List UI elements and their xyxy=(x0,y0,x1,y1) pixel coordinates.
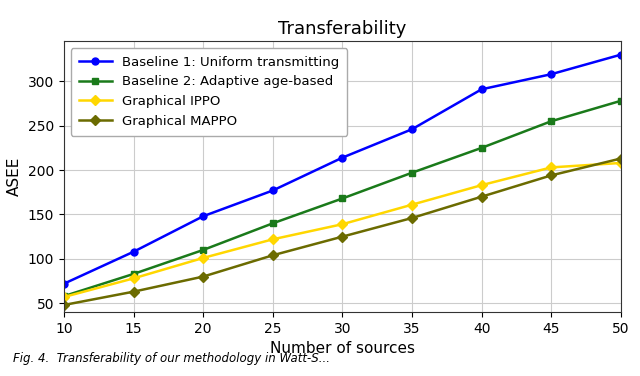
Graphical IPPO xyxy=(547,165,555,170)
Baseline 1: Uniform transmitting: (35, 246): Uniform transmitting: (35, 246) xyxy=(408,127,416,132)
Baseline 1: Uniform transmitting: (50, 330): Uniform transmitting: (50, 330) xyxy=(617,52,625,57)
Graphical MAPPO xyxy=(339,234,346,239)
Graphical MAPPO xyxy=(130,290,138,294)
Baseline 1: Uniform transmitting: (15, 108): Uniform transmitting: (15, 108) xyxy=(130,249,138,254)
Graphical MAPPO xyxy=(617,156,625,161)
Baseline 1: Uniform transmitting: (45, 308): Uniform transmitting: (45, 308) xyxy=(547,72,555,76)
Graphical IPPO xyxy=(408,202,416,207)
Legend: Baseline 1: Uniform transmitting, Baseline 2: Adaptive age-based, Graphical IPPO: Baseline 1: Uniform transmitting, Baseli… xyxy=(70,48,348,136)
Graphical MAPPO xyxy=(547,173,555,177)
Baseline 2: Adaptive age-based: (50, 278): Adaptive age-based: (50, 278) xyxy=(617,99,625,103)
Line: Graphical IPPO: Graphical IPPO xyxy=(61,159,624,300)
Graphical IPPO xyxy=(477,183,485,187)
Y-axis label: ASEE: ASEE xyxy=(7,157,22,196)
Baseline 2: Adaptive age-based: (45, 255): Adaptive age-based: (45, 255) xyxy=(547,119,555,123)
Graphical MAPPO xyxy=(200,274,207,279)
Line: Baseline 1: Uniform transmitting: Baseline 1: Uniform transmitting xyxy=(61,51,624,287)
Baseline 2: Adaptive age-based: (25, 140): Adaptive age-based: (25, 140) xyxy=(269,221,276,226)
Baseline 2: Adaptive age-based: (15, 83): Adaptive age-based: (15, 83) xyxy=(130,271,138,276)
Baseline 2: Adaptive age-based: (30, 168): Adaptive age-based: (30, 168) xyxy=(339,196,346,201)
Baseline 2: Adaptive age-based: (40, 225): Adaptive age-based: (40, 225) xyxy=(477,146,485,150)
Graphical MAPPO xyxy=(60,303,68,307)
Baseline 2: Adaptive age-based: (20, 110): Adaptive age-based: (20, 110) xyxy=(200,248,207,252)
Baseline 1: Uniform transmitting: (20, 148): Uniform transmitting: (20, 148) xyxy=(200,214,207,218)
X-axis label: Number of sources: Number of sources xyxy=(270,341,415,356)
Graphical IPPO xyxy=(269,237,276,241)
Baseline 1: Uniform transmitting: (40, 291): Uniform transmitting: (40, 291) xyxy=(477,87,485,91)
Graphical MAPPO xyxy=(408,216,416,220)
Graphical IPPO xyxy=(617,161,625,165)
Title: Transferability: Transferability xyxy=(278,20,406,38)
Graphical IPPO xyxy=(130,276,138,280)
Baseline 1: Uniform transmitting: (30, 214): Uniform transmitting: (30, 214) xyxy=(339,155,346,160)
Line: Baseline 2: Adaptive age-based: Baseline 2: Adaptive age-based xyxy=(61,97,624,300)
Baseline 2: Adaptive age-based: (35, 197): Adaptive age-based: (35, 197) xyxy=(408,170,416,175)
Baseline 1: Uniform transmitting: (10, 72): Uniform transmitting: (10, 72) xyxy=(60,281,68,286)
Graphical IPPO xyxy=(339,222,346,226)
Text: Fig. 4.  Transferability of our methodology in Watt-S...: Fig. 4. Transferability of our methodolo… xyxy=(13,352,330,365)
Line: Graphical MAPPO: Graphical MAPPO xyxy=(61,155,624,308)
Graphical IPPO xyxy=(60,295,68,299)
Graphical MAPPO xyxy=(477,194,485,199)
Baseline 2: Adaptive age-based: (10, 58): Adaptive age-based: (10, 58) xyxy=(60,294,68,299)
Graphical IPPO xyxy=(200,256,207,260)
Graphical MAPPO xyxy=(269,253,276,258)
Baseline 1: Uniform transmitting: (25, 177): Uniform transmitting: (25, 177) xyxy=(269,188,276,193)
